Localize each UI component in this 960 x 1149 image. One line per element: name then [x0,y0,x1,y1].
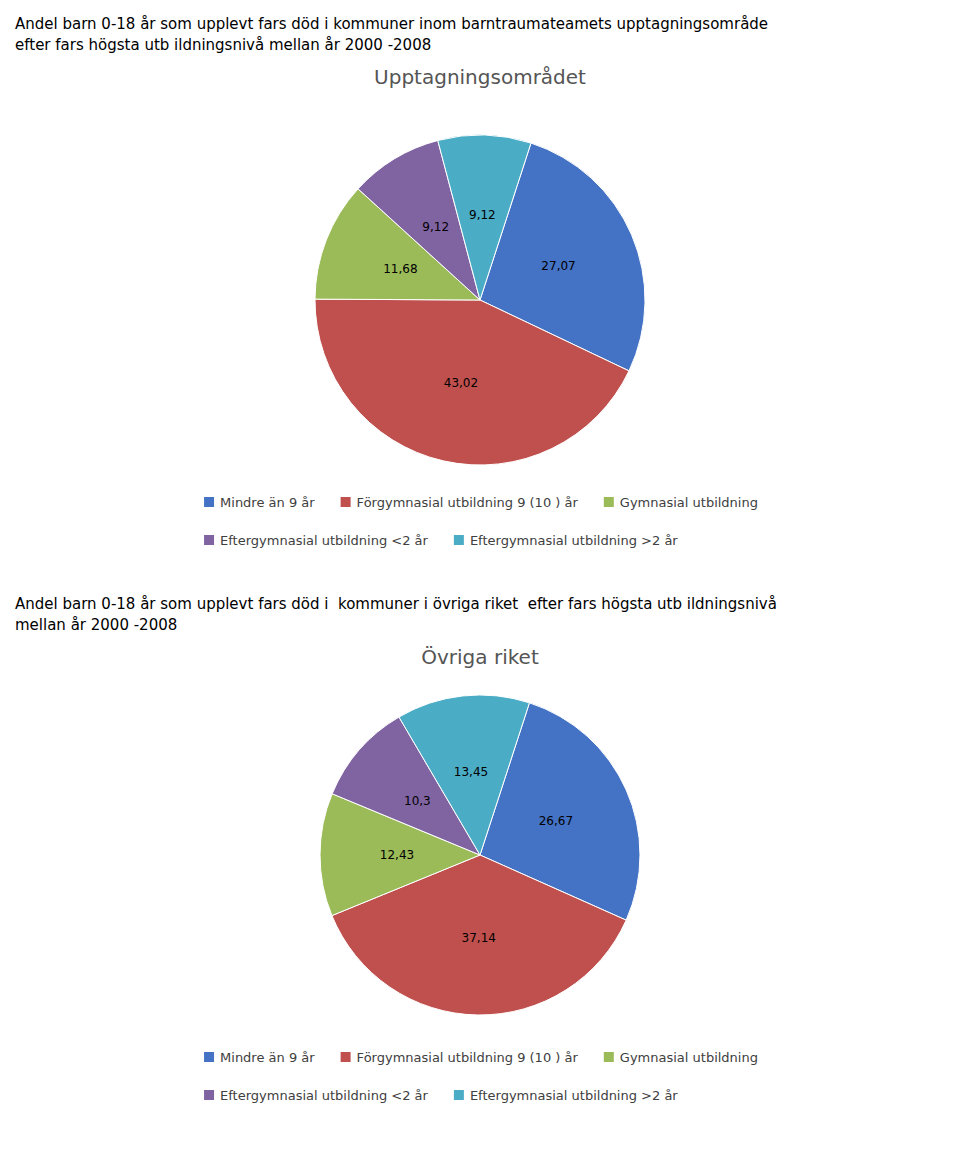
svg-text:37,14: 37,14 [462,931,496,945]
svg-text:Eftergymnasial utbildning >2 å: Eftergymnasial utbildning >2 år [470,533,678,548]
svg-text:26,67: 26,67 [539,814,573,828]
svg-text:mellan år 2000 -2008: mellan år 2000 -2008 [15,616,177,634]
svg-text:Eftergymnasial utbildning >2 å: Eftergymnasial utbildning >2 år [470,1088,678,1103]
svg-text:Förgymnasial utbildning 9 (10: Förgymnasial utbildning 9 (10 ) år [357,1050,579,1065]
svg-text:9,12: 9,12 [469,208,496,222]
svg-text:12,43: 12,43 [380,848,414,862]
svg-text:Andel barn 0-18 år som upplevt: Andel barn 0-18 år som upplevt fars död … [15,595,777,613]
svg-text:43,02: 43,02 [444,376,478,390]
svg-text:Andel barn 0-18 år som upplevt: Andel barn 0-18 år som upplevt fars död … [15,15,768,33]
svg-text:Övriga riket: Övriga riket [421,645,539,669]
svg-text:efter fars högsta utb ildnings: efter fars högsta utb ildningsnivå mella… [15,36,431,54]
svg-text:27,07: 27,07 [541,259,575,273]
svg-text:Gymnasial utbildning: Gymnasial utbildning [620,495,758,510]
svg-text:Mindre än 9 år: Mindre än 9 år [220,495,315,510]
svg-text:10,3: 10,3 [404,794,431,808]
svg-text:Mindre än 9 år: Mindre än 9 år [220,1050,315,1065]
svg-text:13,45: 13,45 [454,765,488,779]
svg-text:11,68: 11,68 [383,262,417,276]
svg-text:Eftergymnasial utbildning <2 å: Eftergymnasial utbildning <2 år [220,533,428,548]
svg-text:9,12: 9,12 [422,220,449,234]
svg-text:Gymnasial utbildning: Gymnasial utbildning [620,1050,758,1065]
svg-text:Upptagningsområdet: Upptagningsområdet [374,65,586,89]
svg-text:Förgymnasial utbildning 9 (10: Förgymnasial utbildning 9 (10 ) år [357,495,579,510]
svg-text:Eftergymnasial utbildning <2 å: Eftergymnasial utbildning <2 år [220,1088,428,1103]
